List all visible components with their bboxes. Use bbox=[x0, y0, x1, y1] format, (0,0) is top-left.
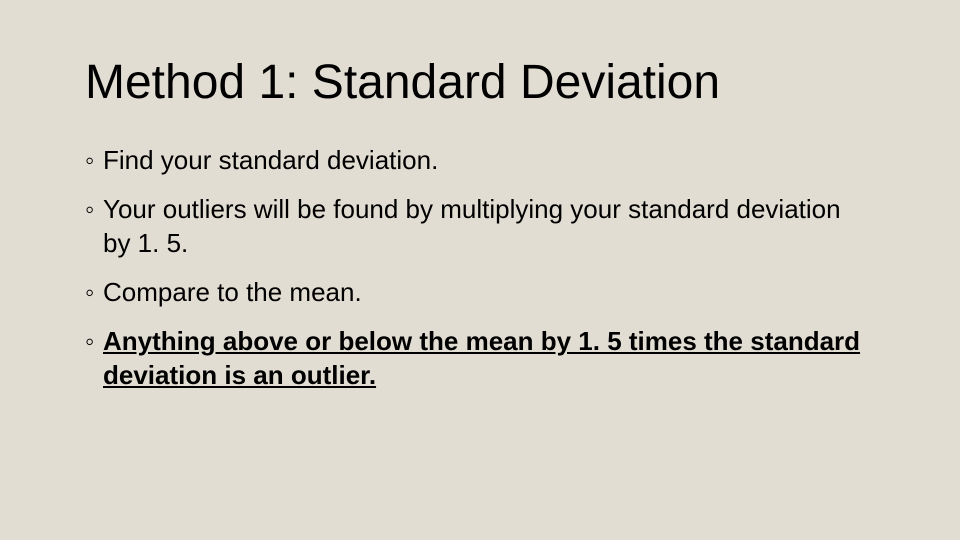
bullet-marker-icon: ◦ bbox=[85, 144, 103, 177]
list-item: ◦Find your standard deviation. bbox=[85, 144, 875, 177]
slide: Method 1: Standard Deviation ◦Find your … bbox=[0, 0, 960, 540]
bullet-text: Find your standard deviation. bbox=[103, 145, 438, 175]
bullet-text-emphasized: Anything above or below the mean by 1. 5… bbox=[103, 326, 860, 389]
bullet-text: Compare to the mean. bbox=[103, 277, 362, 307]
bullet-text: Your outliers will be found by multiplyi… bbox=[103, 194, 841, 257]
slide-title: Method 1: Standard Deviation bbox=[85, 55, 875, 110]
bullet-marker-icon: ◦ bbox=[85, 193, 103, 226]
bullet-marker-icon: ◦ bbox=[85, 276, 103, 309]
list-item: ◦Compare to the mean. bbox=[85, 276, 875, 309]
bullet-marker-icon: ◦ bbox=[85, 325, 103, 358]
bullet-list: ◦Find your standard deviation. ◦Your out… bbox=[85, 144, 875, 392]
list-item: ◦Anything above or below the mean by 1. … bbox=[85, 325, 875, 392]
list-item: ◦Your outliers will be found by multiply… bbox=[85, 193, 875, 260]
